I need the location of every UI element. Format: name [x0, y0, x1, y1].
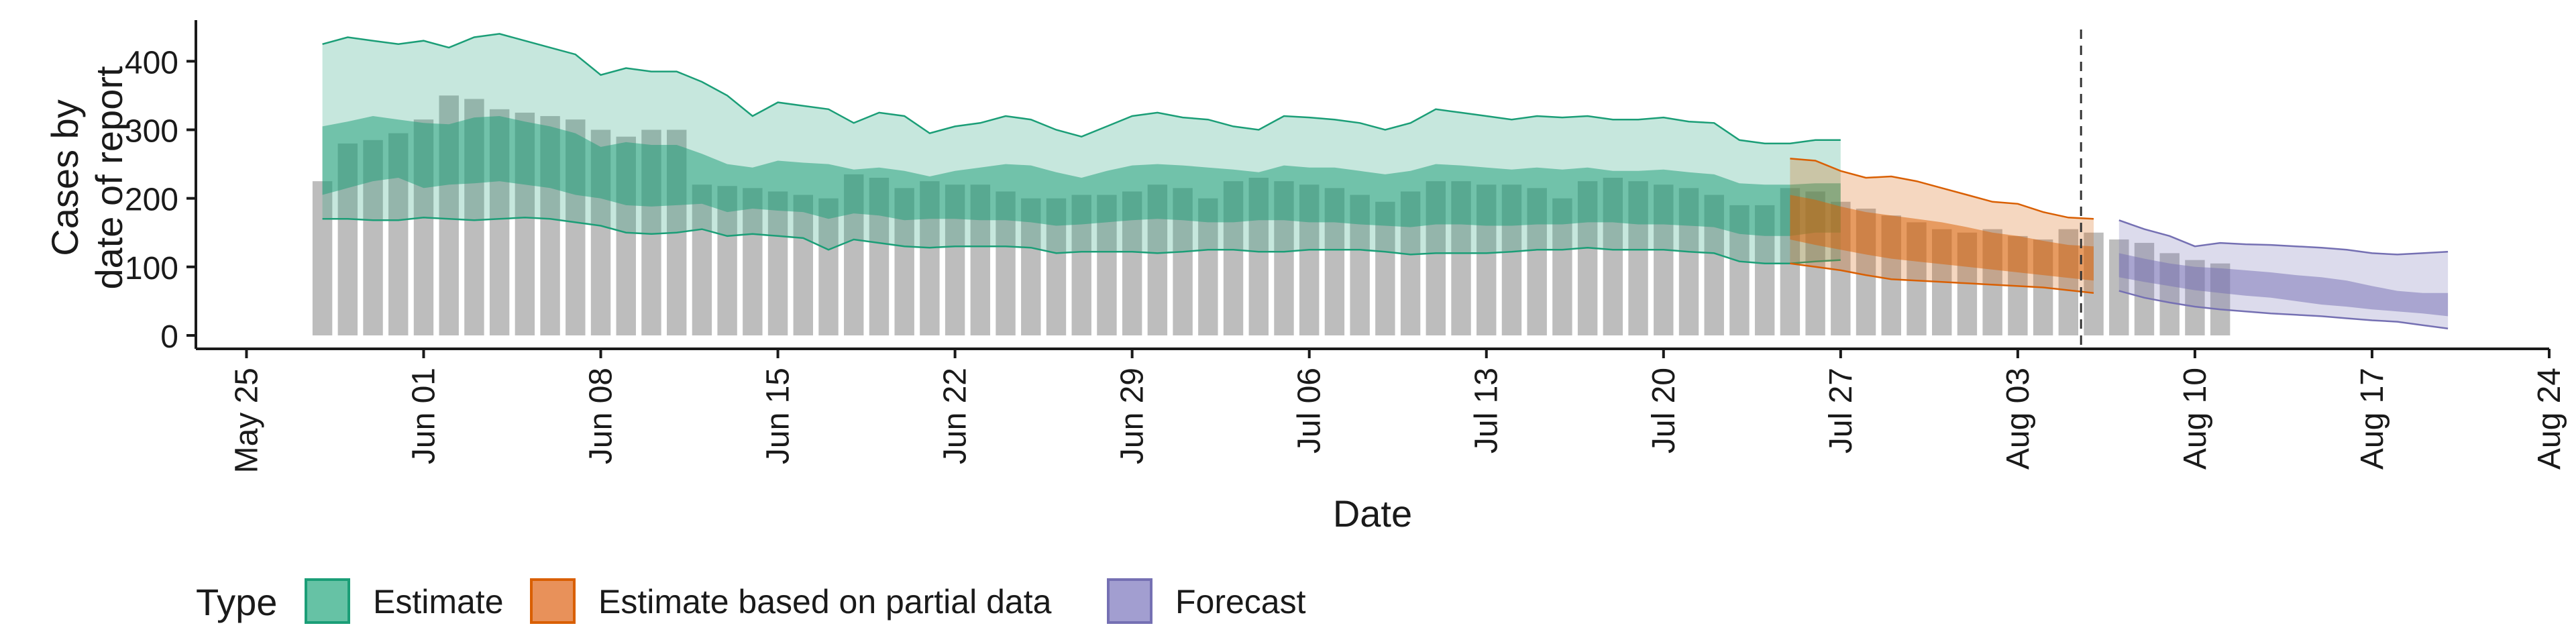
x-tick-label: Jul 27 [1823, 368, 1859, 453]
legend-label: Forecast [1175, 583, 1306, 621]
reported-cases-bar [767, 191, 788, 335]
legend-label: Estimate based on partial data [598, 583, 1052, 621]
reported-cases-bar [743, 188, 763, 335]
x-tick-label: Aug 24 [2532, 368, 2567, 470]
legend-label: Estimate [373, 583, 504, 621]
x-axis-title: Date [1333, 492, 1412, 535]
forecast-upper-line [2118, 219, 2449, 256]
x-tick-label: Jul 06 [1292, 368, 1328, 453]
reported-cases-bar [818, 198, 839, 335]
estimate-based-on-partial-data-50-band [1790, 195, 2094, 281]
estimate-based-on-partial-data-upper-line [1790, 158, 2094, 220]
x-tick-label: Jun 08 [584, 368, 619, 464]
estimate-based-on-partial-data-lower-line [1790, 262, 2094, 294]
forecast-lower-line [2118, 290, 2449, 330]
reported-cases-bar [692, 184, 712, 335]
x-tick-label: Aug 17 [2355, 368, 2390, 470]
y-axis-title-line-2: date of report [88, 66, 130, 290]
x-tick-label: Jul 20 [1646, 368, 1682, 453]
y-tick-label: 400 [125, 45, 178, 80]
estimate-ribbons [322, 33, 2449, 330]
legend: Type Estimate Estimate based on partial d… [196, 578, 1306, 624]
x-tick-label: Jun 15 [761, 368, 796, 464]
y-tick-label: 100 [125, 251, 178, 286]
reported-cases-bar [312, 181, 333, 335]
x-tick-label: Jul 13 [1469, 368, 1505, 453]
y-tick-label: 300 [125, 113, 178, 149]
x-tick-label: Jun 01 [406, 368, 441, 464]
legend-title: Type [196, 581, 277, 623]
legend-key-forecast [1107, 578, 1152, 624]
estimate-upper-line [322, 33, 1841, 145]
legend-key-estimate [305, 578, 350, 624]
x-tick-label: Aug 10 [2178, 368, 2213, 470]
legend-key-estimate-based-on-partial-data [530, 578, 576, 624]
forecast-50-band [2118, 253, 2449, 317]
x-tick-label: Jun 29 [1115, 368, 1150, 464]
estimate-lower-line [322, 217, 1841, 264]
x-tick-label: Aug 03 [2000, 368, 2036, 470]
x-tick-label: May 25 [229, 368, 264, 473]
y-tick-label: 0 [160, 319, 178, 355]
axes: 0 100 200 300 400 May 25 Jun 01 Jun 08 Jun 15 Jun… [125, 20, 2567, 473]
estimate-50-band [322, 116, 1841, 236]
x-tick-label: Jun 22 [938, 368, 973, 464]
y-tick-label: 200 [125, 182, 178, 218]
y-axis-title-line-1: Cases by [44, 99, 86, 256]
reported-cases-bar [793, 195, 814, 335]
